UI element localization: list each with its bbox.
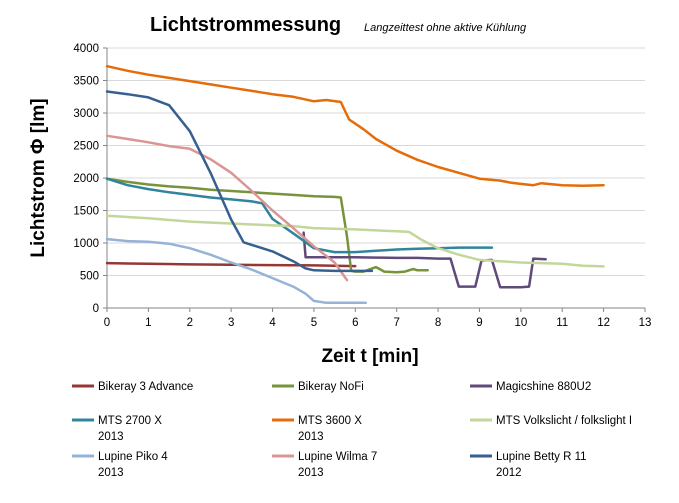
legend-label-year: 2013: [98, 431, 124, 443]
y-tick-labels: 0 500 1000 1500 2000 2500 3000 3500 4000: [73, 43, 99, 315]
x-tick-label: 2: [187, 317, 193, 329]
y-tick-label: 4000: [73, 43, 99, 55]
legend-label-year: 2013: [298, 467, 324, 479]
x-tick-label: 12: [597, 317, 610, 329]
x-tick-label: 5: [311, 317, 317, 329]
y-tick-label: 0: [93, 303, 99, 315]
x-tick-label: 1: [145, 317, 151, 329]
chart-subtitle: Langzeittest ohne aktive Kühlung: [364, 22, 527, 34]
legend-label: Magicshine 880U2: [496, 381, 591, 393]
y-axis-title: Lichtstrom Φ [lm]: [28, 98, 49, 257]
legend-label: Lupine Betty R 11: [496, 451, 587, 463]
series-line-bikeray-3-advance: [105, 261, 357, 268]
x-tick-label: 13: [639, 317, 652, 329]
legend: Bikeray 3 Advance Bikeray NoFi Magicshine …: [72, 381, 632, 479]
legend-label-year: 2013: [298, 431, 324, 443]
legend-label: Lupine Wilma 7: [298, 451, 377, 463]
series-line-lupine-wilma-7: [105, 134, 349, 282]
gridlines: [107, 47, 645, 276]
series-line-bikeray-nofi: [105, 177, 429, 274]
y-tick-label: 500: [80, 271, 99, 283]
series-line-lupine-betty-r-11: [105, 90, 374, 273]
series-line-mts-2700-x: [105, 177, 494, 254]
legend-label: MTS 2700 X: [98, 415, 162, 427]
axes: [103, 47, 646, 312]
y-tick-label: 2000: [73, 173, 99, 185]
x-tick-label: 4: [269, 317, 276, 329]
legend-label: Bikeray NoFi: [298, 381, 364, 393]
y-tick-label: 3500: [73, 76, 99, 88]
legend-label-year: 2013: [98, 467, 124, 479]
x-tick-label: 0: [104, 317, 110, 329]
x-tick-label: 6: [352, 317, 358, 329]
x-tick-label: 8: [435, 317, 441, 329]
x-tick-label: 7: [393, 317, 399, 329]
legend-label: MTS 3600 X: [298, 415, 362, 427]
x-tick-label: 3: [228, 317, 234, 329]
y-tick-label: 3000: [73, 108, 99, 120]
series-line-lupine-piko-4: [105, 237, 367, 305]
x-tick-labels: 0 1 2 3 4 5 6 7 8 9 10 11 12 13: [104, 317, 652, 329]
legend-label: Bikeray 3 Advance: [98, 381, 193, 393]
x-tick-label: 10: [514, 317, 527, 329]
y-tick-label: 1000: [73, 238, 99, 250]
series-line-magicshine-880u2: [302, 231, 547, 289]
series-line-mts-volkslicht-folkslight-i: [105, 214, 605, 268]
x-tick-label: 11: [556, 317, 568, 329]
series-lines: [105, 64, 605, 305]
legend-label-year: 2012: [496, 467, 522, 479]
x-axis-title: Zeit t [min]: [321, 346, 418, 367]
x-tick-label: 9: [476, 317, 482, 329]
legend-label: Lupine Piko 4: [98, 451, 168, 463]
y-tick-label: 2500: [73, 141, 99, 153]
chart-title: Lichtstrommessung: [150, 14, 341, 36]
legend-label: MTS Volkslicht / folkslight I: [496, 415, 632, 427]
series-line-mts-3600-x: [105, 64, 605, 188]
y-tick-label: 1500: [73, 206, 99, 218]
